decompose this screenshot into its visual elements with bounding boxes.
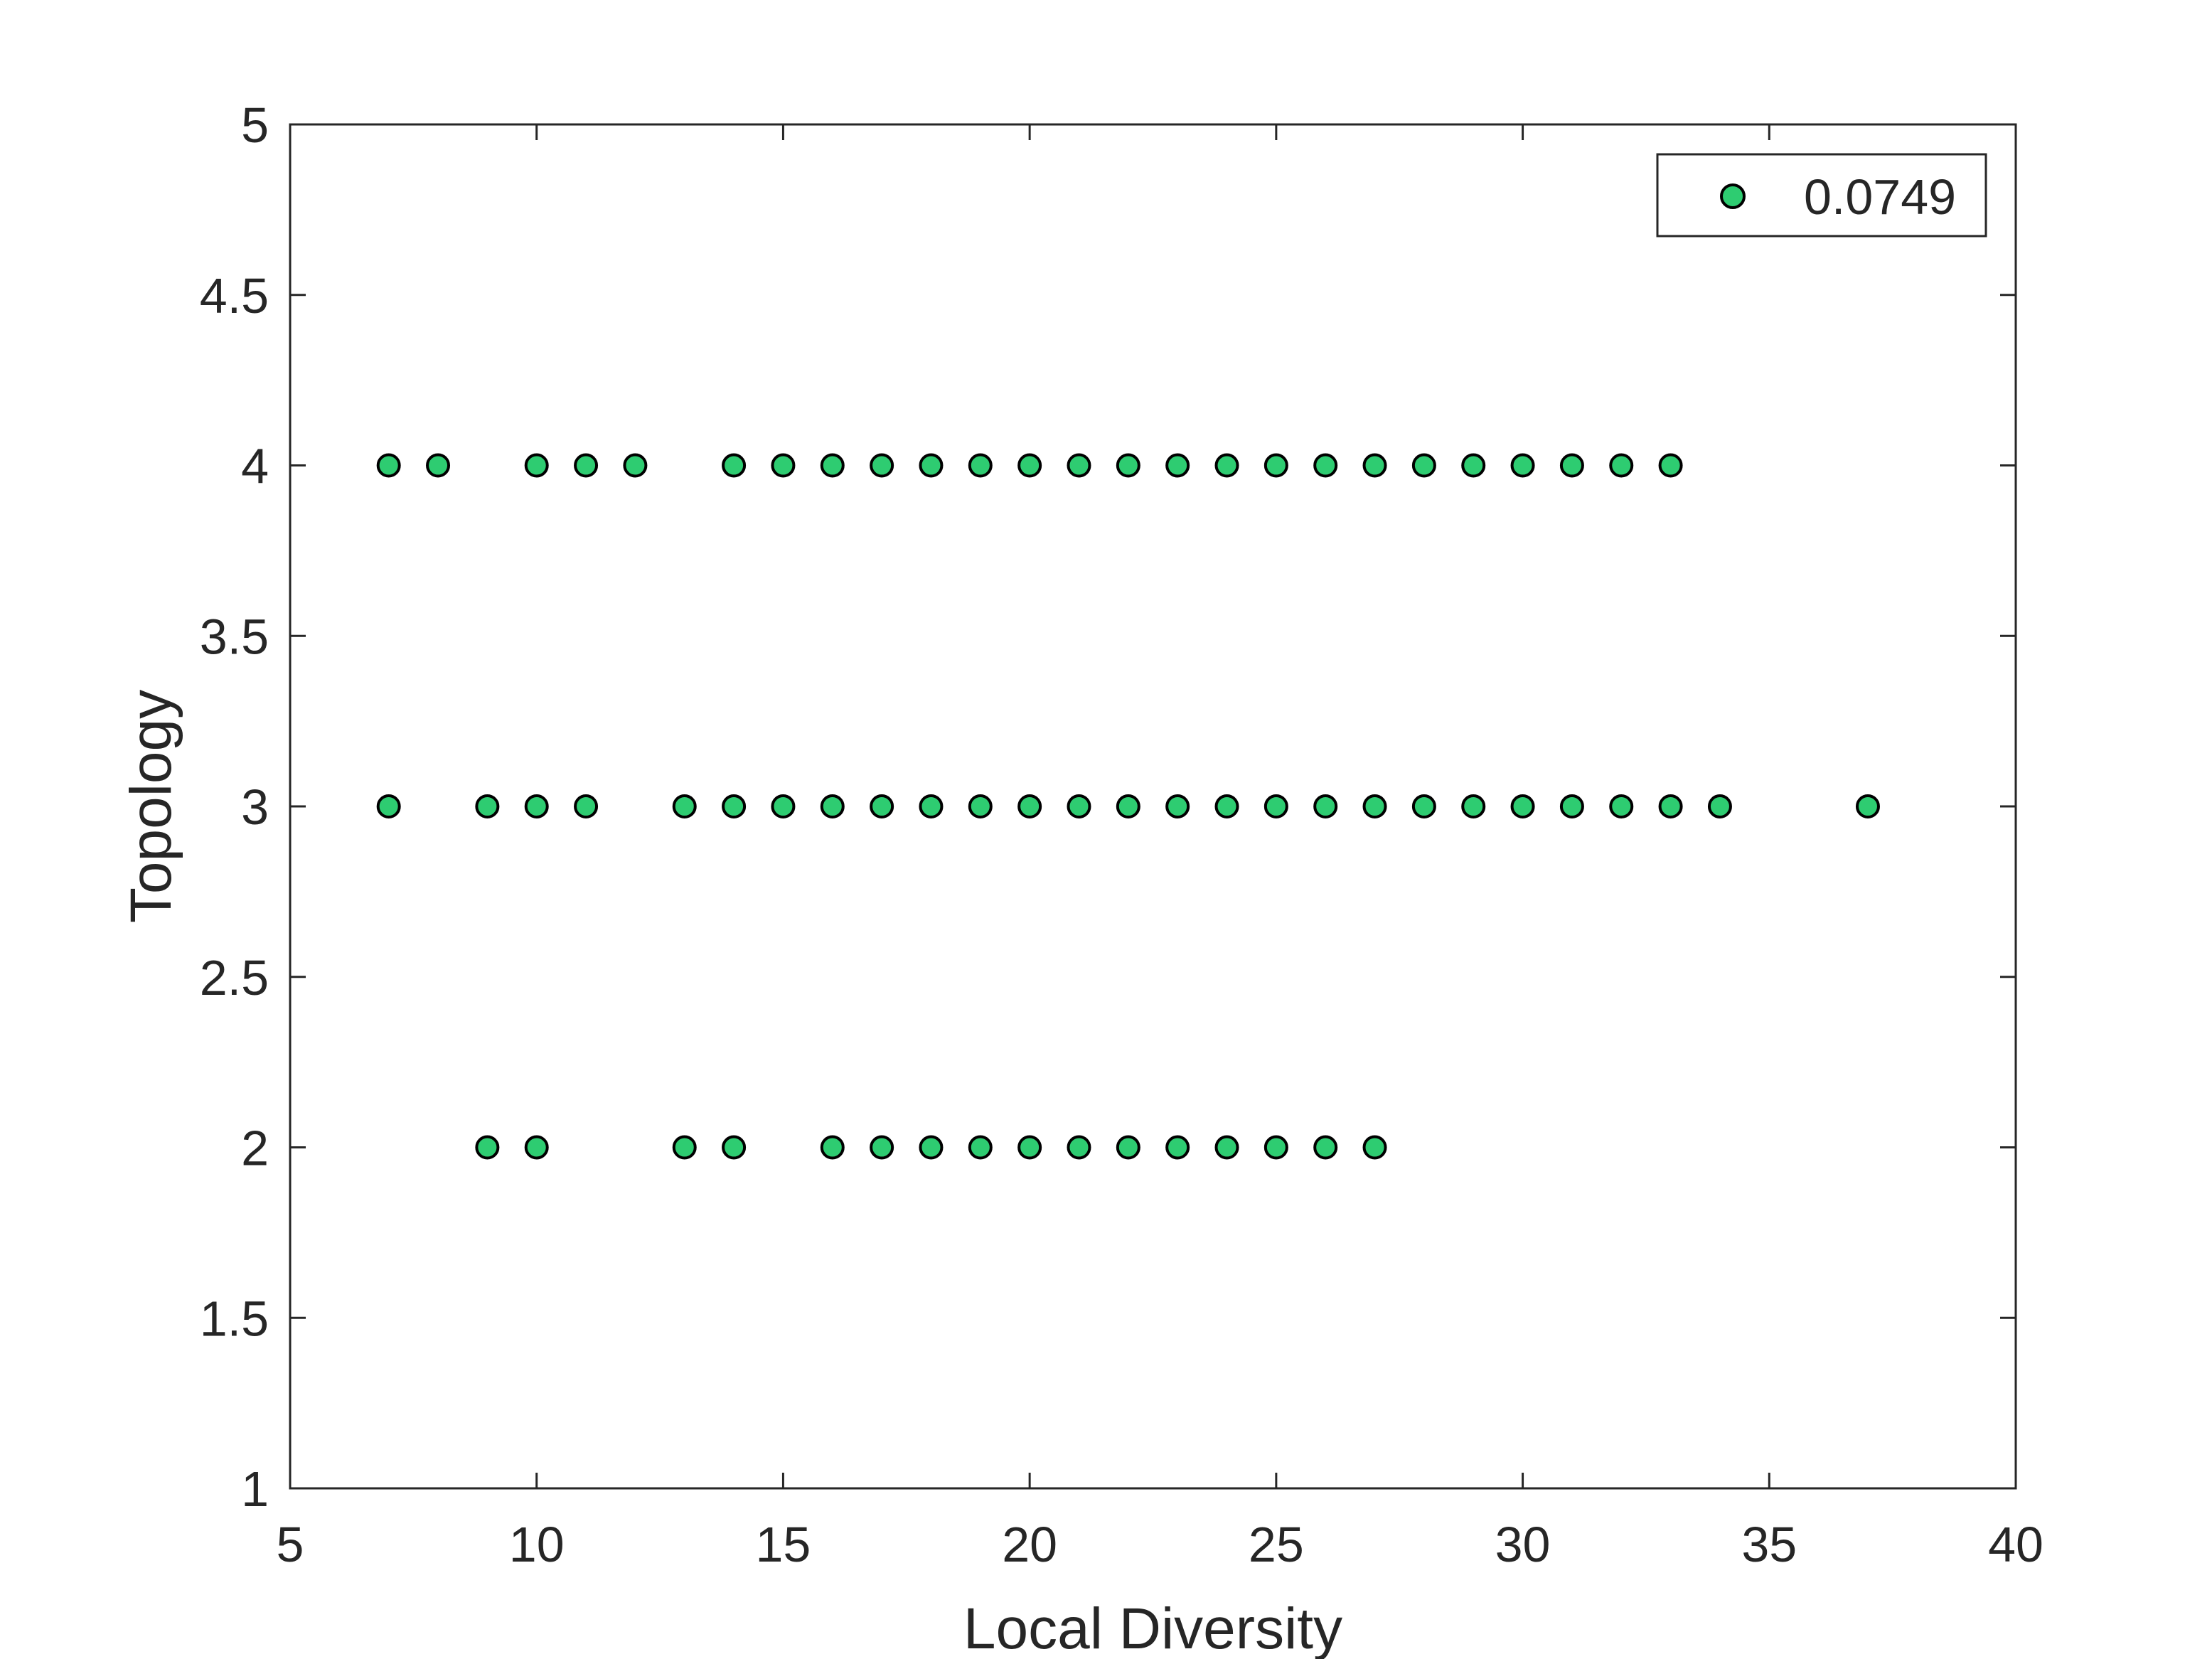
data-point (722, 1135, 747, 1160)
data-point (475, 1135, 500, 1160)
data-point (672, 1135, 697, 1160)
data-point (1411, 453, 1436, 478)
x-tick-label: 35 (1741, 1517, 1797, 1572)
data-point (1559, 794, 1584, 818)
data-point (968, 453, 993, 478)
legend-marker (1720, 183, 1746, 209)
data-point (1609, 794, 1634, 818)
data-point (870, 794, 894, 818)
data-point (426, 453, 451, 478)
data-point (870, 1135, 894, 1160)
x-tick-label: 15 (755, 1517, 811, 1572)
data-point (1067, 453, 1091, 478)
data-point (870, 453, 894, 478)
data-point (771, 794, 796, 818)
legend-box (1656, 153, 1987, 238)
y-tick-labels: 1 1.5 2 2.5 3 3.5 4 4.5 5 (200, 97, 269, 1517)
data-point (1658, 453, 1683, 478)
data-point (1362, 1135, 1387, 1160)
data-point (1165, 1135, 1190, 1160)
legend: 0.0749 (1656, 153, 1987, 238)
data-point (968, 794, 993, 818)
x-tick-label: 30 (1495, 1517, 1551, 1572)
data-point (1017, 1135, 1042, 1160)
data-point (376, 453, 401, 478)
data-point (1067, 1135, 1091, 1160)
data-point (1017, 794, 1042, 818)
y-tick-label: 1 (241, 1461, 269, 1517)
data-point (1116, 794, 1140, 818)
data-point (1461, 794, 1486, 818)
y-tick-label: 2 (241, 1121, 269, 1176)
data-point (771, 453, 796, 478)
data-point (1116, 1135, 1140, 1160)
data-point (919, 453, 944, 478)
data-point (1510, 794, 1535, 818)
data-point (376, 794, 401, 818)
legend-entry-label: 0.0749 (1804, 169, 1956, 225)
data-point (820, 1135, 845, 1160)
data-point (1214, 1135, 1239, 1160)
y-tick-label: 4.5 (200, 268, 269, 324)
x-tick-label: 20 (1002, 1517, 1057, 1572)
data-point (1313, 453, 1338, 478)
plot-area-frame (289, 123, 2017, 1490)
data-point (1165, 453, 1190, 478)
x-tick-label: 25 (1249, 1517, 1304, 1572)
y-tick-label: 4 (241, 439, 269, 494)
y-tick-label: 5 (241, 97, 269, 153)
data-point (1362, 453, 1387, 478)
data-points (376, 453, 1880, 1160)
data-point (919, 794, 944, 818)
data-point (1313, 794, 1338, 818)
data-point (1362, 794, 1387, 818)
data-point (722, 794, 747, 818)
data-point (1609, 453, 1634, 478)
x-tick-label: 10 (509, 1517, 565, 1572)
data-point (1116, 453, 1140, 478)
data-point (1214, 794, 1239, 818)
y-tick-label: 3 (241, 779, 269, 835)
data-point (1510, 453, 1535, 478)
data-point (524, 1135, 549, 1160)
data-point (1214, 453, 1239, 478)
x-tick-label: 40 (1988, 1517, 2043, 1572)
data-point (1658, 794, 1683, 818)
data-point (1263, 794, 1288, 818)
data-point (524, 794, 549, 818)
x-tick-labels: 5 10 15 20 25 30 35 40 (277, 1517, 2043, 1572)
data-point (1855, 794, 1880, 818)
y-tick-label: 1.5 (200, 1291, 269, 1346)
y-tick-label: 3.5 (200, 609, 269, 664)
data-point (574, 794, 599, 818)
data-point (1165, 794, 1190, 818)
data-point (968, 1135, 993, 1160)
data-point (623, 453, 648, 478)
data-point (1411, 794, 1436, 818)
data-point (722, 453, 747, 478)
data-point (1707, 794, 1732, 818)
data-point (475, 794, 500, 818)
data-point (574, 453, 599, 478)
data-point (820, 453, 845, 478)
data-point (672, 794, 697, 818)
data-point (1263, 453, 1288, 478)
data-point (1559, 453, 1584, 478)
data-point (1263, 1135, 1288, 1160)
x-tick-label: 5 (277, 1517, 304, 1572)
data-point (1017, 453, 1042, 478)
data-point (919, 1135, 944, 1160)
data-point (1067, 794, 1091, 818)
data-point (820, 794, 845, 818)
data-point (524, 453, 549, 478)
data-point (1461, 453, 1486, 478)
x-axis-label: Local Diversity (963, 1596, 1342, 1659)
y-tick-label: 2.5 (200, 950, 269, 1005)
y-axis-label: Topology (119, 690, 183, 923)
data-point (1313, 1135, 1338, 1160)
